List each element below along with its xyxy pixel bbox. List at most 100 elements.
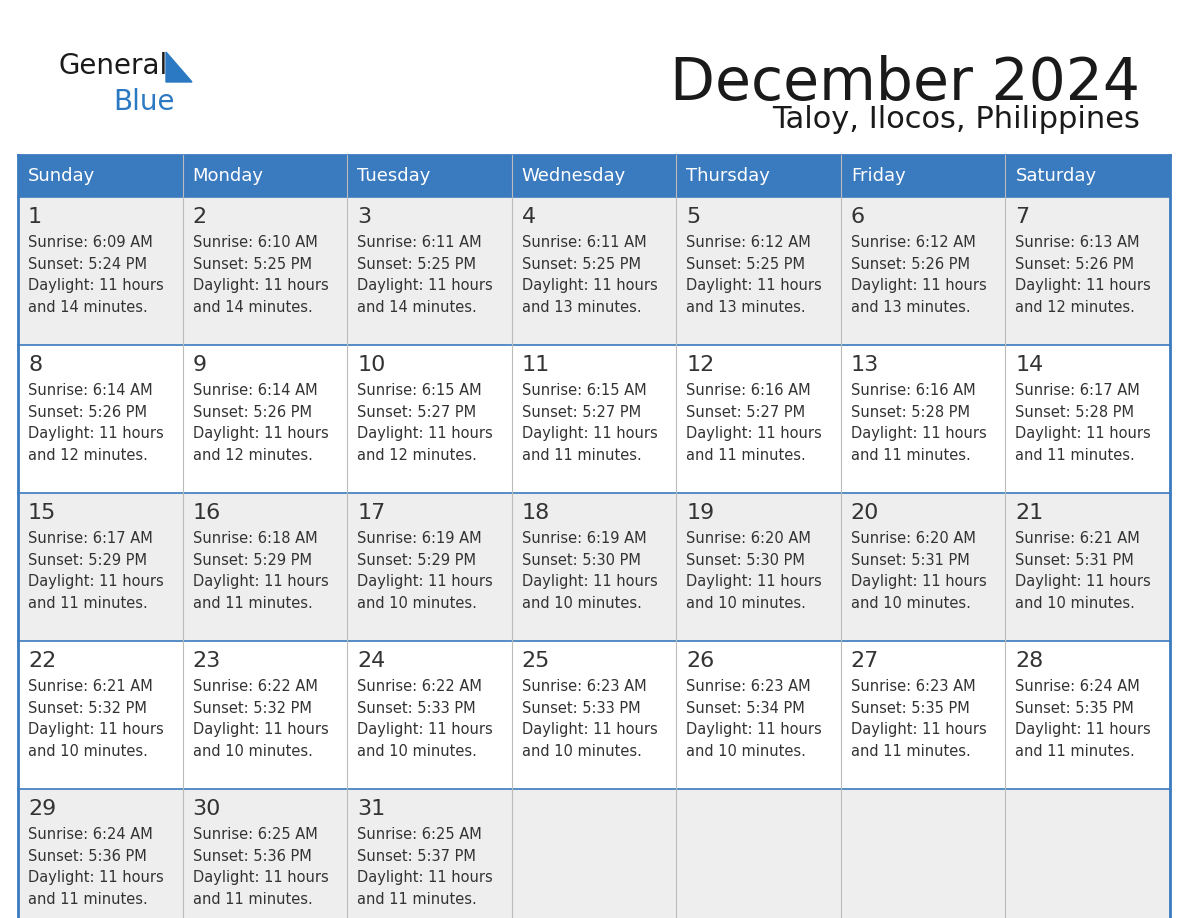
Text: 21: 21 xyxy=(1016,503,1044,523)
Text: 25: 25 xyxy=(522,651,550,671)
Text: Sunrise: 6:16 AM
Sunset: 5:28 PM
Daylight: 11 hours
and 11 minutes.: Sunrise: 6:16 AM Sunset: 5:28 PM Dayligh… xyxy=(851,383,986,463)
Text: 10: 10 xyxy=(358,355,386,375)
Bar xyxy=(18,641,183,789)
Bar xyxy=(841,493,1005,641)
Bar xyxy=(1005,789,1170,918)
Text: Sunrise: 6:25 AM
Sunset: 5:37 PM
Daylight: 11 hours
and 11 minutes.: Sunrise: 6:25 AM Sunset: 5:37 PM Dayligh… xyxy=(358,827,493,907)
Bar xyxy=(1005,155,1170,197)
Text: 26: 26 xyxy=(687,651,714,671)
Bar xyxy=(18,155,183,197)
Bar xyxy=(1005,197,1170,345)
Text: 12: 12 xyxy=(687,355,714,375)
Bar xyxy=(512,155,676,197)
Bar xyxy=(183,155,347,197)
Bar xyxy=(841,641,1005,789)
Bar xyxy=(347,641,512,789)
Bar xyxy=(676,789,841,918)
Bar xyxy=(512,493,676,641)
Text: 11: 11 xyxy=(522,355,550,375)
Bar xyxy=(841,789,1005,918)
Text: 19: 19 xyxy=(687,503,714,523)
Bar xyxy=(183,345,347,493)
Text: Friday: Friday xyxy=(851,167,905,185)
Text: Sunrise: 6:22 AM
Sunset: 5:32 PM
Daylight: 11 hours
and 10 minutes.: Sunrise: 6:22 AM Sunset: 5:32 PM Dayligh… xyxy=(192,679,328,759)
Bar xyxy=(512,789,676,918)
Bar xyxy=(676,155,841,197)
Text: Sunrise: 6:09 AM
Sunset: 5:24 PM
Daylight: 11 hours
and 14 minutes.: Sunrise: 6:09 AM Sunset: 5:24 PM Dayligh… xyxy=(29,235,164,315)
Bar xyxy=(676,641,841,789)
Text: Sunrise: 6:17 AM
Sunset: 5:28 PM
Daylight: 11 hours
and 11 minutes.: Sunrise: 6:17 AM Sunset: 5:28 PM Dayligh… xyxy=(1016,383,1151,463)
Text: Tuesday: Tuesday xyxy=(358,167,430,185)
Text: Sunrise: 6:24 AM
Sunset: 5:36 PM
Daylight: 11 hours
and 11 minutes.: Sunrise: 6:24 AM Sunset: 5:36 PM Dayligh… xyxy=(29,827,164,907)
Text: 18: 18 xyxy=(522,503,550,523)
Text: Sunrise: 6:15 AM
Sunset: 5:27 PM
Daylight: 11 hours
and 12 minutes.: Sunrise: 6:15 AM Sunset: 5:27 PM Dayligh… xyxy=(358,383,493,463)
Text: 22: 22 xyxy=(29,651,56,671)
Bar xyxy=(347,197,512,345)
Text: Saturday: Saturday xyxy=(1016,167,1097,185)
Text: 29: 29 xyxy=(29,799,56,819)
Bar xyxy=(18,493,183,641)
Text: Sunrise: 6:13 AM
Sunset: 5:26 PM
Daylight: 11 hours
and 12 minutes.: Sunrise: 6:13 AM Sunset: 5:26 PM Dayligh… xyxy=(1016,235,1151,315)
Bar xyxy=(183,641,347,789)
Text: 3: 3 xyxy=(358,207,372,227)
Text: Sunrise: 6:23 AM
Sunset: 5:33 PM
Daylight: 11 hours
and 10 minutes.: Sunrise: 6:23 AM Sunset: 5:33 PM Dayligh… xyxy=(522,679,657,759)
Text: 23: 23 xyxy=(192,651,221,671)
Text: Sunrise: 6:22 AM
Sunset: 5:33 PM
Daylight: 11 hours
and 10 minutes.: Sunrise: 6:22 AM Sunset: 5:33 PM Dayligh… xyxy=(358,679,493,759)
Text: General: General xyxy=(58,52,168,80)
Text: 16: 16 xyxy=(192,503,221,523)
Text: Sunrise: 6:18 AM
Sunset: 5:29 PM
Daylight: 11 hours
and 11 minutes.: Sunrise: 6:18 AM Sunset: 5:29 PM Dayligh… xyxy=(192,531,328,610)
Text: 1: 1 xyxy=(29,207,42,227)
Bar xyxy=(841,155,1005,197)
Text: 2: 2 xyxy=(192,207,207,227)
Text: Sunrise: 6:16 AM
Sunset: 5:27 PM
Daylight: 11 hours
and 11 minutes.: Sunrise: 6:16 AM Sunset: 5:27 PM Dayligh… xyxy=(687,383,822,463)
Bar xyxy=(183,493,347,641)
Text: Sunrise: 6:11 AM
Sunset: 5:25 PM
Daylight: 11 hours
and 13 minutes.: Sunrise: 6:11 AM Sunset: 5:25 PM Dayligh… xyxy=(522,235,657,315)
Text: December 2024: December 2024 xyxy=(670,55,1140,112)
Text: Sunrise: 6:19 AM
Sunset: 5:30 PM
Daylight: 11 hours
and 10 minutes.: Sunrise: 6:19 AM Sunset: 5:30 PM Dayligh… xyxy=(522,531,657,610)
Bar xyxy=(512,345,676,493)
Text: Sunrise: 6:20 AM
Sunset: 5:31 PM
Daylight: 11 hours
and 10 minutes.: Sunrise: 6:20 AM Sunset: 5:31 PM Dayligh… xyxy=(851,531,986,610)
Text: 13: 13 xyxy=(851,355,879,375)
Bar xyxy=(347,345,512,493)
Bar xyxy=(347,155,512,197)
Bar xyxy=(512,641,676,789)
Bar xyxy=(18,197,183,345)
Bar xyxy=(841,345,1005,493)
Text: 5: 5 xyxy=(687,207,701,227)
Text: Sunrise: 6:19 AM
Sunset: 5:29 PM
Daylight: 11 hours
and 10 minutes.: Sunrise: 6:19 AM Sunset: 5:29 PM Dayligh… xyxy=(358,531,493,610)
Bar xyxy=(841,197,1005,345)
Text: 31: 31 xyxy=(358,799,385,819)
Text: Taloy, Ilocos, Philippines: Taloy, Ilocos, Philippines xyxy=(772,105,1140,134)
Text: Sunrise: 6:14 AM
Sunset: 5:26 PM
Daylight: 11 hours
and 12 minutes.: Sunrise: 6:14 AM Sunset: 5:26 PM Dayligh… xyxy=(192,383,328,463)
Bar xyxy=(183,197,347,345)
Text: Sunrise: 6:21 AM
Sunset: 5:32 PM
Daylight: 11 hours
and 10 minutes.: Sunrise: 6:21 AM Sunset: 5:32 PM Dayligh… xyxy=(29,679,164,759)
Text: 20: 20 xyxy=(851,503,879,523)
Text: Sunrise: 6:23 AM
Sunset: 5:34 PM
Daylight: 11 hours
and 10 minutes.: Sunrise: 6:23 AM Sunset: 5:34 PM Dayligh… xyxy=(687,679,822,759)
Bar xyxy=(676,345,841,493)
Bar xyxy=(1005,641,1170,789)
Bar xyxy=(18,345,183,493)
Bar xyxy=(676,197,841,345)
Text: Sunrise: 6:15 AM
Sunset: 5:27 PM
Daylight: 11 hours
and 11 minutes.: Sunrise: 6:15 AM Sunset: 5:27 PM Dayligh… xyxy=(522,383,657,463)
Text: Thursday: Thursday xyxy=(687,167,770,185)
Text: Sunrise: 6:24 AM
Sunset: 5:35 PM
Daylight: 11 hours
and 11 minutes.: Sunrise: 6:24 AM Sunset: 5:35 PM Dayligh… xyxy=(1016,679,1151,759)
Text: 28: 28 xyxy=(1016,651,1044,671)
Text: Sunrise: 6:23 AM
Sunset: 5:35 PM
Daylight: 11 hours
and 11 minutes.: Sunrise: 6:23 AM Sunset: 5:35 PM Dayligh… xyxy=(851,679,986,759)
Text: Sunrise: 6:12 AM
Sunset: 5:25 PM
Daylight: 11 hours
and 13 minutes.: Sunrise: 6:12 AM Sunset: 5:25 PM Dayligh… xyxy=(687,235,822,315)
Text: 7: 7 xyxy=(1016,207,1030,227)
Bar xyxy=(1005,345,1170,493)
Text: 8: 8 xyxy=(29,355,42,375)
Text: Sunrise: 6:12 AM
Sunset: 5:26 PM
Daylight: 11 hours
and 13 minutes.: Sunrise: 6:12 AM Sunset: 5:26 PM Dayligh… xyxy=(851,235,986,315)
Bar xyxy=(1005,493,1170,641)
Text: 9: 9 xyxy=(192,355,207,375)
Text: 27: 27 xyxy=(851,651,879,671)
Text: Wednesday: Wednesday xyxy=(522,167,626,185)
Polygon shape xyxy=(166,52,192,82)
Bar xyxy=(347,789,512,918)
Bar xyxy=(512,197,676,345)
Text: Sunday: Sunday xyxy=(29,167,95,185)
Text: 4: 4 xyxy=(522,207,536,227)
Text: Sunrise: 6:10 AM
Sunset: 5:25 PM
Daylight: 11 hours
and 14 minutes.: Sunrise: 6:10 AM Sunset: 5:25 PM Dayligh… xyxy=(192,235,328,315)
Text: Blue: Blue xyxy=(113,88,175,116)
Bar xyxy=(676,493,841,641)
